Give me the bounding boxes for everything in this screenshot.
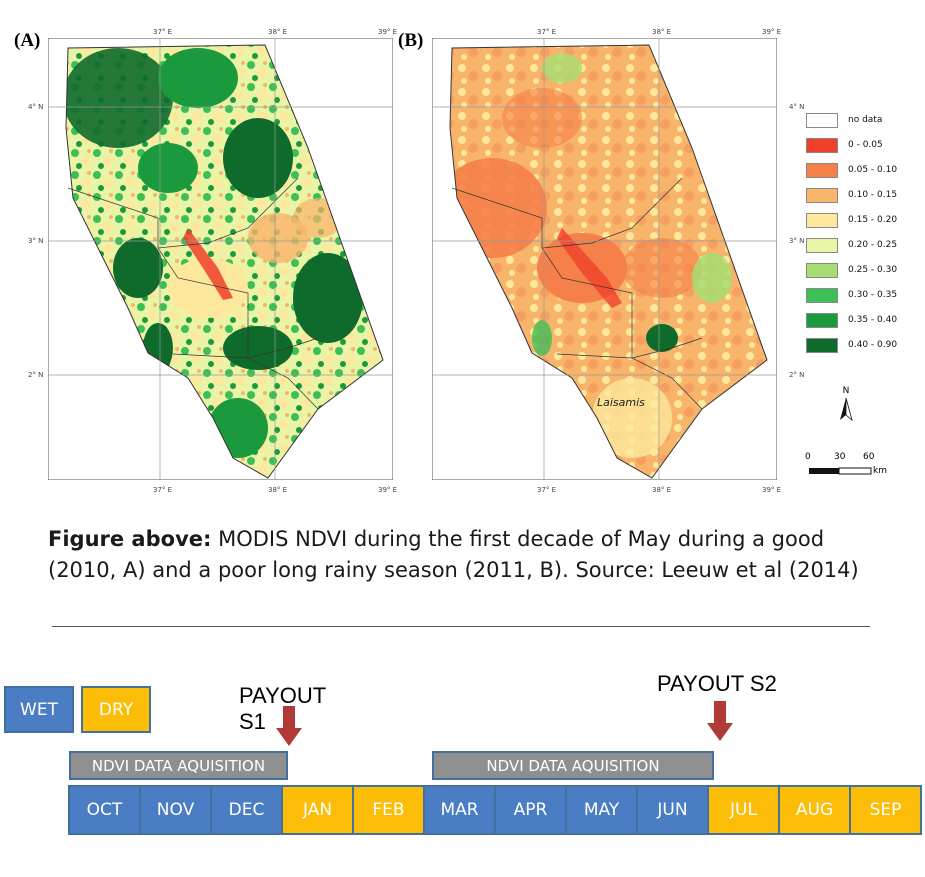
month-cell-aug: AUG <box>778 785 851 835</box>
month-cell-apr: APR <box>494 785 567 835</box>
month-cell-oct: OCT <box>68 785 141 835</box>
ndvi-map-2011: Laisamis <box>432 38 777 480</box>
scale-unit: km <box>873 466 887 476</box>
legend-swatch <box>806 238 838 253</box>
scale-label-0: 0 <box>805 452 811 462</box>
legend-label: no data <box>848 115 883 125</box>
month-cell-dec: DEC <box>210 785 283 835</box>
payout-s1-label-line2: S1 <box>239 709 266 734</box>
legend-swatch <box>806 313 838 328</box>
tick-bottom-a-38: 38° E <box>268 486 288 494</box>
legend-label: 0.35 - 0.40 <box>848 315 898 325</box>
legend-swatch <box>806 338 838 353</box>
legend-label: 0 - 0.05 <box>848 140 883 150</box>
legend-item: 0.20 - 0.25 <box>806 238 916 254</box>
tick-bottom-a-39: 39° E <box>378 486 398 494</box>
month-cell-mar: MAR <box>423 785 496 835</box>
month-cell-jun: JUN <box>636 785 709 835</box>
legend-wet-box: WET <box>4 686 74 733</box>
caption-lead: Figure above: <box>48 527 212 551</box>
north-arrow-icon: N <box>840 386 853 422</box>
tick-top-a-38: 38° E <box>268 28 288 36</box>
legend-item: 0.05 - 0.10 <box>806 163 916 179</box>
tick-right-b-4: 4° N <box>789 103 805 111</box>
tick-left-a-4: 4° N <box>28 103 44 111</box>
legend-swatch <box>806 113 838 128</box>
tick-top-b-38: 38° E <box>652 28 672 36</box>
legend-swatch <box>806 188 838 203</box>
month-cell-jul: JUL <box>707 785 780 835</box>
tick-right-b-3: 3° N <box>789 237 805 245</box>
legend-swatch <box>806 163 838 178</box>
legend-swatch <box>806 138 838 153</box>
tick-top-a-39: 39° E <box>378 28 398 36</box>
month-cell-nov: NOV <box>139 785 212 835</box>
legend-label: 0.15 - 0.20 <box>848 215 898 225</box>
ndvi-map-2010 <box>48 38 393 480</box>
legend-item: no data <box>806 113 916 129</box>
legend-item: 0.10 - 0.15 <box>806 188 916 204</box>
tick-bottom-b-39: 39° E <box>762 486 782 494</box>
ndvi-acquisition-bar-s2: NDVI DATA AQUISITION <box>432 751 714 780</box>
legend-swatch <box>806 288 838 303</box>
legend-dry-box: DRY <box>81 686 151 733</box>
legend-label: 0.10 - 0.15 <box>848 190 898 200</box>
tick-bottom-a-37: 37° E <box>153 486 173 494</box>
figure-caption: Figure above: MODIS NDVI during the firs… <box>48 524 898 586</box>
tick-right-b-2: 2° N <box>789 371 805 379</box>
payout-s2-arrow-icon <box>707 701 733 741</box>
payout-s1-arrow-icon <box>276 706 302 746</box>
month-cell-may: MAY <box>565 785 638 835</box>
ndvi-acquisition-bar-s1: NDVI DATA AQUISITION <box>69 751 288 780</box>
legend-item: 0.25 - 0.30 <box>806 263 916 279</box>
legend-label: 0.05 - 0.10 <box>848 165 898 175</box>
legend-swatch <box>806 213 838 228</box>
legend-swatch <box>806 263 838 278</box>
map-b-svg: Laisamis <box>432 38 777 480</box>
legend-item: 0.40 - 0.90 <box>806 338 916 354</box>
caption-text: MODIS NDVI during the first decade of Ma… <box>48 527 859 582</box>
tick-top-a-37: 37° E <box>153 28 173 36</box>
legend-label: 0.40 - 0.90 <box>848 340 898 350</box>
legend-item: 0.35 - 0.40 <box>806 313 916 329</box>
tick-left-a-3: 3° N <box>28 237 44 245</box>
legend-item: 0.30 - 0.35 <box>806 288 916 304</box>
north-label: N <box>843 386 850 396</box>
panel-label-b: (B) <box>398 30 424 51</box>
scale-label-60: 60 <box>863 452 875 462</box>
payout-s2-label: PAYOUT S2 <box>657 671 777 696</box>
scale-label-30: 30 <box>834 452 846 462</box>
section-divider <box>52 626 870 627</box>
tick-top-b-37: 37° E <box>537 28 557 36</box>
tick-top-b-39: 39° E <box>762 28 782 36</box>
tick-bottom-b-37: 37° E <box>537 486 557 494</box>
tick-left-a-2: 2° N <box>28 371 44 379</box>
tick-bottom-b-38: 38° E <box>652 486 672 494</box>
month-cell-feb: FEB <box>352 785 425 835</box>
month-cell-sep: SEP <box>849 785 922 835</box>
payout-s1-label-line1: PAYOUT <box>239 683 327 708</box>
month-cell-jan: JAN <box>281 785 354 835</box>
scale-bar-graphic <box>809 467 872 475</box>
legend-label: 0.20 - 0.25 <box>848 240 898 250</box>
scale-bar: 0 30 60 km <box>805 452 895 484</box>
map-a-svg <box>48 38 393 480</box>
place-label-laisamis: Laisamis <box>597 396 645 409</box>
month-timeline: OCT NOV DEC JAN FEB MAR APR MAY JUN JUL AUG SEP <box>68 785 922 835</box>
legend-label: 0.25 - 0.30 <box>848 265 898 275</box>
panel-label-a: (A) <box>14 30 41 51</box>
legend-item: 0 - 0.05 <box>806 138 916 154</box>
legend-label: 0.30 - 0.35 <box>848 290 898 300</box>
legend-item: 0.15 - 0.20 <box>806 213 916 229</box>
